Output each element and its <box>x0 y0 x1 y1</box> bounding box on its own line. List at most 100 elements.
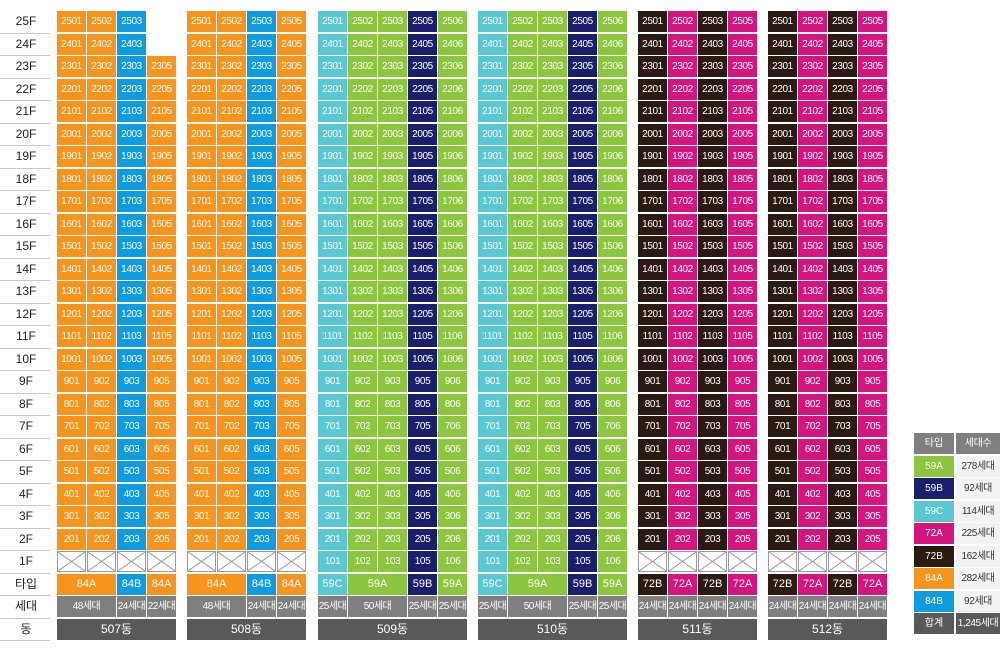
unit-cell: 1601 <box>768 213 797 235</box>
floor-label-19f: 19F <box>15 149 37 163</box>
building-name: 508동 <box>187 618 306 640</box>
unit-cell: 202 <box>87 528 116 550</box>
row-label-type: 타입 <box>14 576 38 591</box>
unit-cell: 1501 <box>57 236 86 257</box>
unit-cell: 806 <box>438 393 467 415</box>
unit-cell: 103 <box>378 551 407 572</box>
unit-cell: 301 <box>57 506 86 527</box>
unit-cell: 702 <box>798 416 827 437</box>
cross-icon <box>218 552 245 571</box>
unit-cell: 1705 <box>858 191 887 212</box>
floor-label-23f: 23F <box>15 59 37 73</box>
unit-cell: 905 <box>277 371 306 392</box>
unit-cell: 903 <box>538 371 567 392</box>
row-separator <box>0 460 50 461</box>
unit-type-label: 59B <box>408 573 437 595</box>
unit-cell: 2503 <box>378 11 407 32</box>
unit-cell: 2403 <box>378 33 407 55</box>
unit-cell: 1401 <box>478 258 507 280</box>
unit-cell: 901 <box>638 371 667 392</box>
unit-cell: 2102 <box>348 101 377 122</box>
unit-cell: 503 <box>117 461 146 482</box>
unit-cell: 303 <box>828 506 857 527</box>
unit-cell: 2202 <box>508 78 537 100</box>
unit-cell: 1902 <box>508 146 537 167</box>
unit-cell: 705 <box>408 416 437 437</box>
unit-cell: 801 <box>478 393 507 415</box>
empty-unit-cell <box>217 551 246 572</box>
unit-cell: 1303 <box>828 281 857 302</box>
unit-cell: 2501 <box>57 11 86 32</box>
unit-cell: 605 <box>277 438 306 460</box>
unit-cell: 1603 <box>828 213 857 235</box>
unit-cell: 205 <box>568 528 597 550</box>
unit-cell: 303 <box>538 506 567 527</box>
unit-cell: 1801 <box>638 168 667 190</box>
unit-cell: 1005 <box>728 348 757 370</box>
cross-icon <box>118 552 145 571</box>
unit-cell: 606 <box>438 438 467 460</box>
row-separator <box>0 640 50 641</box>
unit-cell: 2502 <box>217 11 246 32</box>
unit-cell: 1603 <box>538 213 567 235</box>
household-count: 24세대 <box>798 596 827 617</box>
household-count: 48세대 <box>57 596 116 617</box>
unit-cell: 801 <box>187 393 216 415</box>
unit-cell: 2202 <box>798 78 827 100</box>
unit-cell: 2001 <box>318 123 347 145</box>
unit-cell: 801 <box>57 393 86 415</box>
unit-cell: 2502 <box>508 11 537 32</box>
unit-cell: 805 <box>408 393 437 415</box>
empty-unit-cell <box>698 551 727 572</box>
unit-cell: 703 <box>247 416 276 437</box>
unit-cell: 2403 <box>828 33 857 55</box>
unit-cell: 903 <box>828 371 857 392</box>
unit-cell: 2103 <box>378 101 407 122</box>
unit-cell: 401 <box>187 483 216 505</box>
unit-cell: 2402 <box>668 33 697 55</box>
unit-cell: 2103 <box>828 101 857 122</box>
unit-cell: 205 <box>147 528 176 550</box>
legend-count: 225세대 <box>956 523 1000 544</box>
unit-cell: 102 <box>348 551 377 572</box>
unit-cell: 901 <box>57 371 86 392</box>
unit-cell: 203 <box>538 528 567 550</box>
unit-cell: 2401 <box>187 33 216 55</box>
unit-cell: 1001 <box>768 348 797 370</box>
unit-cell: 2005 <box>277 123 306 145</box>
unit-cell: 1501 <box>768 236 797 257</box>
unit-cell: 1906 <box>438 146 467 167</box>
floor-label-16f: 16F <box>15 216 37 231</box>
unit-cell: 1402 <box>217 258 246 280</box>
unit-cell: 501 <box>318 461 347 482</box>
unit-cell: 2203 <box>117 78 146 100</box>
unit-cell: 1101 <box>318 326 347 347</box>
unit-cell: 506 <box>598 461 627 482</box>
unit-cell: 901 <box>318 371 347 392</box>
row-separator <box>0 617 50 619</box>
cross-icon <box>188 552 215 571</box>
unit-cell: 301 <box>187 506 216 527</box>
unit-cell: 505 <box>568 461 597 482</box>
unit-cell: 2205 <box>277 78 306 100</box>
unit-cell: 501 <box>638 461 667 482</box>
unit-cell: 202 <box>348 528 377 550</box>
row-separator <box>0 347 50 349</box>
unit-cell: 2003 <box>378 123 407 145</box>
unit-cell: 1202 <box>668 303 697 325</box>
unit-cell: 1002 <box>508 348 537 370</box>
unit-cell: 1602 <box>798 213 827 235</box>
unit-type-label: 84B <box>117 573 146 595</box>
unit-cell: 1406 <box>598 258 627 280</box>
unit-cell: 1602 <box>87 213 116 235</box>
legend-type: 72B <box>914 545 954 567</box>
unit-cell: 2501 <box>638 11 667 32</box>
unit-cell: 503 <box>698 461 727 482</box>
unit-cell: 201 <box>768 528 797 550</box>
unit-cell: 2303 <box>828 56 857 77</box>
unit-cell: 1103 <box>378 326 407 347</box>
unit-cell: 1605 <box>408 213 437 235</box>
row-separator <box>0 572 50 574</box>
unit-cell: 2203 <box>378 78 407 100</box>
unit-cell: 902 <box>87 371 116 392</box>
